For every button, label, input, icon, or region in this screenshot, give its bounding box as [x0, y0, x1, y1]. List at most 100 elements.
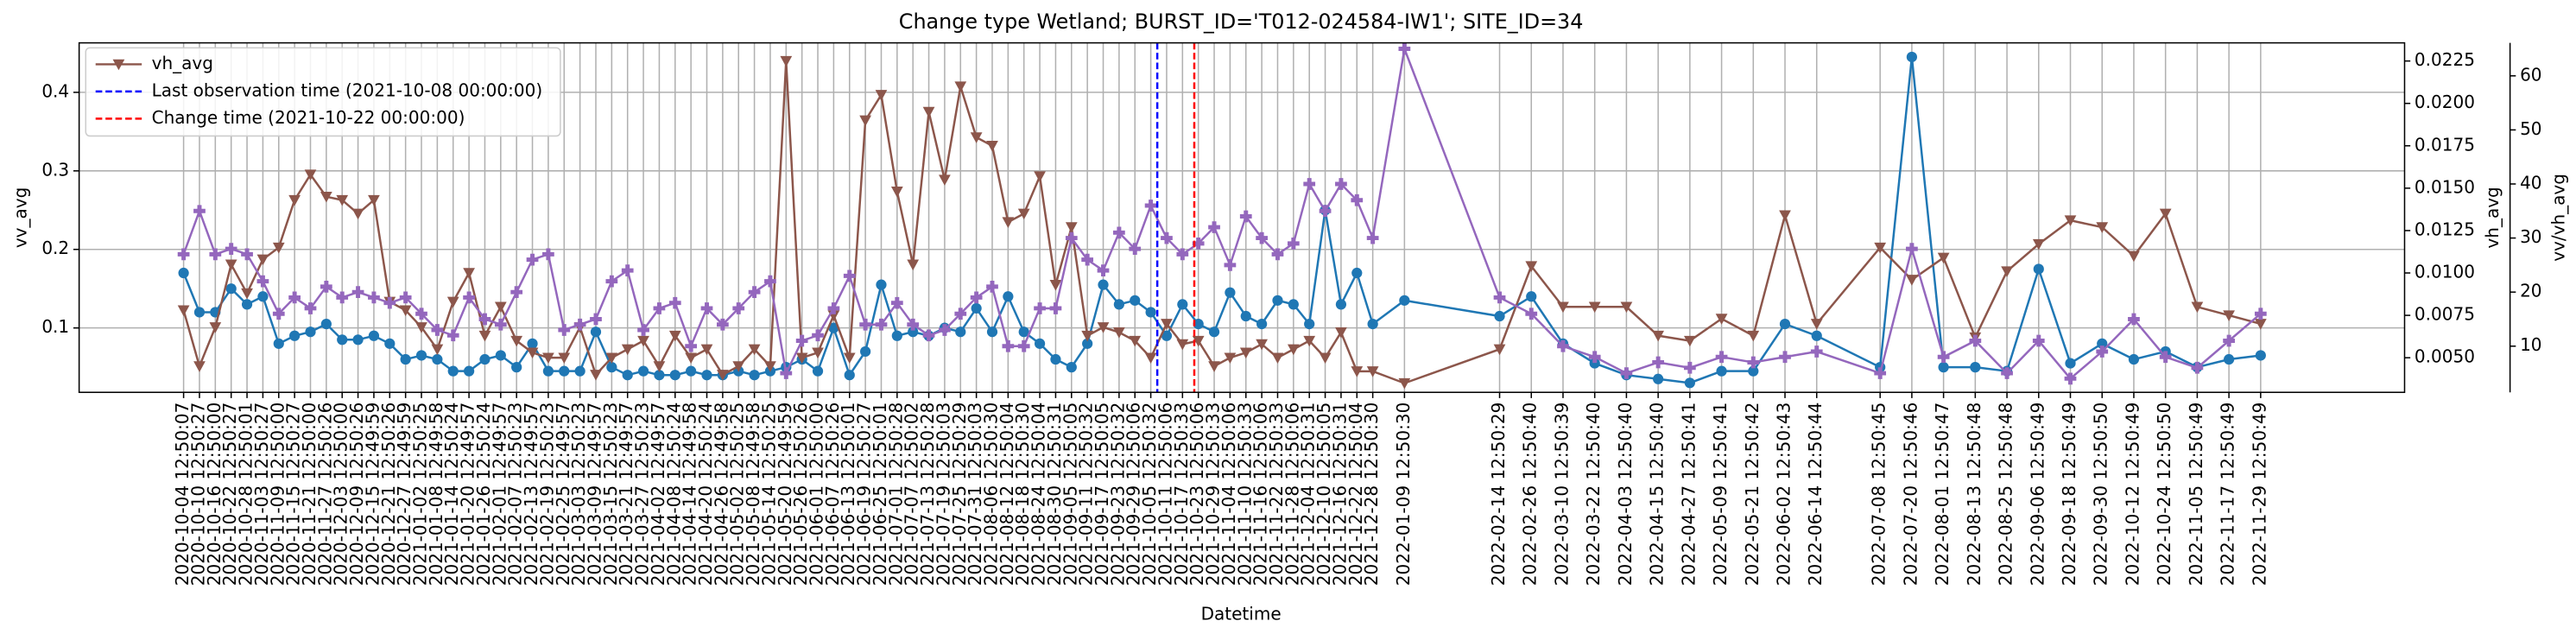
point — [764, 275, 776, 288]
point — [748, 286, 761, 299]
legend-label: Last observation time (2021-10-08 00:00:… — [152, 79, 543, 100]
point — [1034, 302, 1046, 314]
x-tick-label: 2020-12-15 12:49:59 — [362, 403, 383, 586]
point — [542, 248, 554, 261]
point — [431, 344, 444, 356]
point — [415, 322, 427, 333]
x-tick-label: 2021-02-07 12:50:23 — [505, 403, 526, 586]
point — [1002, 339, 1015, 352]
x-tick-label: 2022-11-17 12:50:49 — [2218, 403, 2238, 586]
point — [970, 291, 983, 304]
point — [2032, 334, 2045, 347]
x-tick-label: 2021-05-02 12:50:25 — [727, 403, 748, 586]
x-tick-label: 2021-03-27 12:50:23 — [632, 403, 653, 586]
point — [1399, 295, 1410, 306]
point — [1256, 319, 1268, 330]
point — [621, 264, 634, 277]
point — [225, 283, 237, 295]
x-tick-label: 2022-11-29 12:50:49 — [2249, 403, 2269, 586]
y2-axis-label: vh_avg — [2482, 187, 2503, 248]
point — [1351, 366, 1364, 377]
point — [1239, 210, 1252, 223]
point — [368, 291, 380, 304]
point — [1287, 237, 1300, 250]
point — [1335, 327, 1347, 339]
point — [986, 281, 998, 293]
point — [749, 370, 760, 381]
point — [716, 318, 729, 331]
x-tick-label: 2021-12-04 12:50:31 — [1298, 403, 1319, 586]
point — [178, 267, 189, 279]
point — [1082, 338, 1093, 349]
x-tick-label: 2022-09-30 12:50:50 — [2091, 403, 2111, 586]
point — [1351, 267, 1363, 279]
point — [511, 362, 522, 373]
point — [542, 365, 554, 377]
point — [193, 205, 206, 218]
point — [2064, 215, 2077, 227]
legend-label: Change time (2021-10-22 00:00:00) — [152, 107, 465, 128]
point — [2001, 266, 2013, 277]
point — [922, 329, 935, 342]
point — [273, 338, 284, 349]
point — [1145, 307, 1156, 318]
point — [732, 361, 745, 372]
point — [1208, 221, 1220, 233]
point — [479, 353, 491, 365]
point — [1653, 373, 1664, 384]
point — [2191, 301, 2204, 314]
y3-axis-label: vv/vh_avg — [2548, 174, 2568, 262]
point — [2223, 353, 2235, 365]
y3-tick-label: 40 — [2520, 172, 2541, 193]
legend-label: vh_avg — [152, 53, 213, 73]
x-tick-label: 2021-02-25 12:49:57 — [553, 403, 573, 586]
point — [1129, 335, 1142, 347]
point — [908, 327, 919, 338]
point — [1906, 51, 1918, 63]
point — [1588, 351, 1601, 364]
point — [320, 281, 332, 293]
point — [336, 194, 349, 206]
point — [1351, 193, 1364, 206]
point — [558, 352, 571, 365]
point — [986, 141, 998, 152]
x-tick-label: 2021-07-19 12:50:03 — [933, 403, 953, 586]
point — [1130, 295, 1141, 306]
point — [495, 350, 506, 361]
x-tick-label: 2021-08-06 12:50:30 — [980, 403, 1001, 586]
point — [432, 353, 443, 365]
x-tick-label: 2022-10-12 12:50:49 — [2122, 403, 2142, 586]
point — [875, 318, 888, 331]
x-tick-label: 2020-10-10 12:50:27 — [187, 403, 208, 586]
y2-tick-label: 0.0150 — [2415, 176, 2475, 197]
point — [1620, 367, 1633, 379]
point — [621, 344, 634, 356]
point — [1652, 356, 1665, 369]
point — [573, 318, 586, 331]
x-tick-label: 2020-11-15 12:50:27 — [283, 403, 304, 586]
point — [351, 208, 364, 220]
point — [700, 344, 713, 356]
x-tick-label: 2021-12-16 12:50:31 — [1329, 403, 1350, 586]
point — [875, 90, 888, 101]
x-tick-label: 2022-02-26 12:50:40 — [1520, 403, 1541, 586]
point — [304, 169, 317, 181]
legend-marker — [112, 59, 125, 71]
point — [637, 324, 649, 336]
y-axis-label: vv_avg — [9, 187, 30, 249]
point — [510, 286, 523, 299]
point — [384, 338, 396, 349]
point — [955, 327, 966, 338]
x-tick-label: 2021-09-23 12:50:32 — [1107, 403, 1128, 586]
point — [1161, 231, 1173, 244]
point — [1525, 261, 1538, 273]
point — [1161, 319, 1173, 330]
point — [1970, 362, 1981, 373]
point — [1874, 367, 1887, 379]
x-tick-label: 2020-12-21 12:50:26 — [378, 403, 399, 586]
point — [2064, 372, 2077, 385]
point — [812, 365, 824, 377]
y3-tick-label: 30 — [2520, 226, 2541, 247]
point — [351, 286, 364, 299]
point — [1906, 243, 1918, 255]
